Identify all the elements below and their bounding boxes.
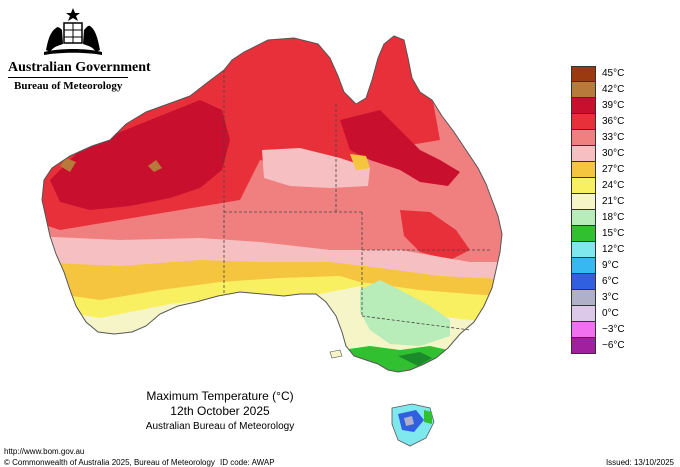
legend-swatch (571, 194, 596, 210)
legend-label: 24°C (602, 180, 625, 191)
legend-label: 42°C (602, 84, 625, 95)
legend-swatch (571, 66, 596, 82)
legend-label: 45°C (602, 68, 625, 79)
legend-label: 27°C (602, 164, 625, 175)
legend-label: 39°C (602, 100, 625, 111)
legend-label: 12°C (602, 244, 625, 255)
temperature-map (41, 35, 503, 447)
legend-item: 39°C (571, 98, 651, 114)
legend-label: 21°C (602, 196, 625, 207)
legend-item: 3°C (571, 290, 651, 306)
legend-item: 21°C (571, 194, 651, 210)
legend-item: 33°C (571, 130, 651, 146)
map-source: Australian Bureau of Meteorology (145, 421, 295, 432)
legend-label: −3°C (602, 324, 625, 335)
legend-item: 36°C (571, 114, 651, 130)
bureau-title: Bureau of Meteorology (14, 80, 123, 92)
legend-label: −6°C (602, 340, 625, 351)
legend-swatch (571, 82, 596, 98)
legend-label: 6°C (602, 276, 619, 287)
australian-coat-of-arms-icon (44, 8, 102, 55)
legend-swatch (571, 338, 596, 354)
legend-item: 12°C (571, 242, 651, 258)
government-title: Australian Government (8, 60, 151, 75)
bom-url-link[interactable]: http://www.bom.gov.au (4, 447, 85, 456)
id-code: ID code: AWAP (220, 458, 275, 467)
legend-label: 15°C (602, 228, 625, 239)
map-date: 12th October 2025 (170, 404, 270, 418)
issued-date: Issued: 13/10/2025 (605, 458, 674, 467)
legend-swatch (571, 162, 596, 178)
legend-item: 24°C (571, 178, 651, 194)
legend-item: 18°C (571, 210, 651, 226)
legend-item: 9°C (571, 258, 651, 274)
legend-item: 27°C (571, 162, 651, 178)
legend-item: 15°C (571, 226, 651, 242)
copyright-text: © Commonwealth of Australia 2025, Bureau… (4, 458, 215, 467)
temperature-legend: 45°C 42°C 39°C 36°C 33°C 30°C 27°C 24°C 21°C 18°C… (571, 66, 651, 354)
legend-swatch (571, 242, 596, 258)
title-divider (8, 77, 128, 78)
legend-item: −6°C (571, 338, 651, 354)
government-logo (6, 6, 136, 96)
legend-item: 6°C (571, 274, 651, 290)
legend-label: 18°C (602, 212, 625, 223)
legend-swatch (571, 130, 596, 146)
legend-swatch (571, 178, 596, 194)
legend-swatch (571, 258, 596, 274)
legend-label: 0°C (602, 308, 619, 319)
legend-label: 3°C (602, 292, 619, 303)
legend-swatch (571, 146, 596, 162)
legend-item: 42°C (571, 82, 651, 98)
legend-swatch (571, 274, 596, 290)
legend-swatch (571, 322, 596, 338)
legend-swatch (571, 306, 596, 322)
legend-label: 36°C (602, 116, 625, 127)
legend-swatch (571, 98, 596, 114)
legend-label: 9°C (602, 260, 619, 271)
legend-item: 0°C (571, 306, 651, 322)
legend-label: 30°C (602, 148, 625, 159)
legend-item: −3°C (571, 322, 651, 338)
legend-swatch (571, 290, 596, 306)
legend-item: 45°C (571, 66, 651, 82)
legend-label: 33°C (602, 132, 625, 143)
legend-swatch (571, 226, 596, 242)
legend-item: 30°C (571, 146, 651, 162)
map-title: Maximum Temperature (°C) (146, 389, 294, 403)
legend-swatch (571, 114, 596, 130)
legend-swatch (571, 210, 596, 226)
